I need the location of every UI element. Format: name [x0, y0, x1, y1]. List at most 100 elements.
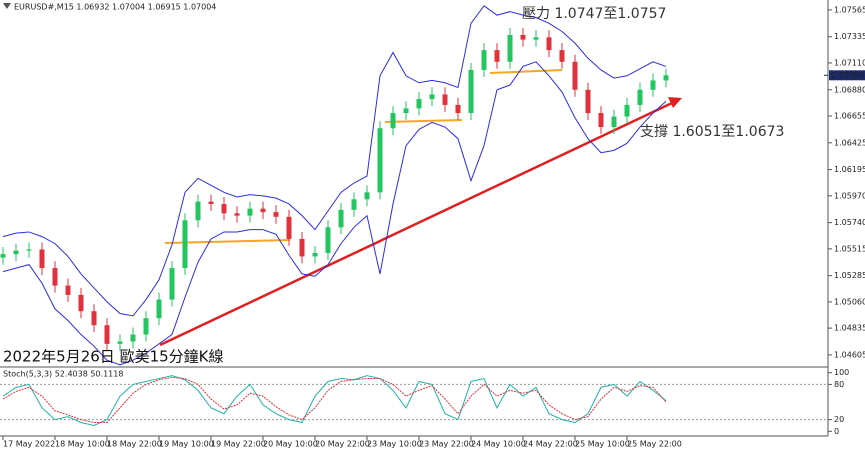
- candle-body: [455, 104, 461, 114]
- y-tick-label: 0: [834, 427, 839, 436]
- y-tick-label: 1.05515: [834, 244, 865, 253]
- candle-body: [377, 128, 383, 193]
- y-tick-label: 20: [834, 415, 844, 424]
- x-tick-label: 24 May 10:00: [471, 440, 526, 449]
- candle-body: [104, 325, 110, 344]
- candle-body: [390, 113, 396, 129]
- x-tick-label: 19 May 10:00: [159, 440, 214, 449]
- current-price-label: 1.07004: [831, 71, 864, 80]
- bollinger-band: [2, 5, 667, 317]
- annotation: 支撐 1.6051至1.0673: [640, 124, 784, 140]
- candle-body: [416, 99, 422, 109]
- candle-body: [325, 227, 331, 253]
- stoch-main: [2, 375, 667, 426]
- y-tick-label: 1.07110: [834, 58, 865, 67]
- candle-body: [247, 208, 253, 216]
- stoch-signal: [2, 376, 667, 424]
- y-tick-label: 100: [834, 368, 849, 377]
- y-tick-label: 1.04605: [834, 350, 865, 359]
- x-tick-label: 25 May 10:00: [575, 440, 630, 449]
- candle-body: [260, 208, 266, 213]
- level-line: [489, 69, 563, 74]
- candle-body: [13, 250, 19, 255]
- candle-body: [429, 94, 435, 100]
- candle-body: [624, 104, 630, 117]
- trend-arrow: [668, 97, 682, 108]
- bollinger-band: [2, 61, 667, 366]
- candle-body: [351, 199, 357, 210]
- symbol-icon: [3, 3, 11, 9]
- candle-body: [559, 50, 565, 62]
- current-price-box: [829, 70, 865, 81]
- y-tick-label: 1.06195: [834, 165, 865, 174]
- candle-body: [598, 113, 604, 128]
- candle-body: [520, 34, 526, 40]
- candle-body: [130, 334, 136, 342]
- candle-body: [65, 285, 71, 295]
- indicator-label: Stoch(5,3,3) 52.4038 50.1118: [3, 370, 123, 379]
- x-tick-label: 23 May 22:00: [419, 440, 474, 449]
- candle-body: [299, 238, 305, 257]
- candle-body: [286, 216, 292, 239]
- candle-body: [507, 34, 513, 62]
- candle-body: [611, 116, 617, 128]
- x-tick-label: 18 May 10:00: [55, 440, 110, 449]
- y-tick-label: 1.06655: [834, 111, 865, 120]
- trend-line: [159, 101, 673, 347]
- x-tick-label: 19 May 22:00: [211, 440, 266, 449]
- x-tick-label: 20 May 22:00: [315, 440, 370, 449]
- candle-body: [546, 37, 552, 51]
- candle-body: [364, 192, 370, 200]
- candle-body: [39, 249, 45, 269]
- y-tick-label: 1.06880: [834, 85, 865, 94]
- x-tick-label: 25 May 22:00: [627, 440, 682, 449]
- y-tick-label: 1.07335: [834, 32, 865, 41]
- candle-body: [663, 75, 669, 81]
- x-tick-label: 18 May 22:00: [107, 440, 162, 449]
- y-tick-label: 1.06425: [834, 138, 865, 147]
- y-tick-label: 1.05970: [834, 191, 865, 200]
- y-tick-label: 80: [834, 380, 844, 389]
- candle-body: [156, 299, 162, 319]
- x-tick-label: 23 May 10:00: [367, 440, 422, 449]
- candle-body: [169, 268, 175, 300]
- candle-body: [338, 209, 344, 228]
- y-tick-label: 1.07565: [834, 5, 865, 14]
- candle-body: [572, 61, 578, 90]
- x-tick-label: 20 May 10:00: [263, 440, 318, 449]
- chart-caption: 2022年5月26日 歐美15分鐘K線: [3, 348, 224, 366]
- x-tick-label: 24 May 22:00: [523, 440, 578, 449]
- candle-body: [442, 94, 448, 105]
- candle-body: [234, 213, 240, 216]
- candle-body: [650, 80, 656, 90]
- y-tick-label: 1.05060: [834, 297, 865, 306]
- candle-body: [533, 37, 539, 40]
- candle-body: [182, 220, 188, 269]
- symbol-header: EURUSD#,M15 1.06932 1.07004 1.06915 1.07…: [14, 3, 216, 12]
- candle-body: [481, 50, 487, 70]
- annotation: 壓力 1.0747至1.0757: [522, 6, 666, 22]
- level-line: [384, 119, 463, 123]
- candle-body: [468, 69, 474, 114]
- candle-body: [312, 252, 318, 257]
- candle-body: [403, 108, 409, 114]
- x-tick-label: 17 May 2022: [3, 440, 55, 449]
- marks: 1.07565 1.07335 1.07110 1.06880 1.06655 1.064…: [0, 5, 865, 449]
- y-tick-label: 1.04835: [834, 324, 865, 333]
- candle-body: [494, 50, 500, 62]
- candle-body: [26, 249, 32, 251]
- candle-body: [0, 254, 6, 258]
- candle-body: [195, 201, 201, 221]
- y-tick-label: 1.05740: [834, 218, 865, 227]
- y-tick-label: 1.05285: [834, 271, 865, 280]
- candle-body: [585, 89, 591, 114]
- candle-body: [78, 294, 84, 312]
- candle-body: [221, 203, 227, 214]
- candle-body: [143, 318, 149, 335]
- candle-body: [91, 311, 97, 326]
- candle-body: [637, 89, 643, 105]
- candle-body: [273, 212, 279, 217]
